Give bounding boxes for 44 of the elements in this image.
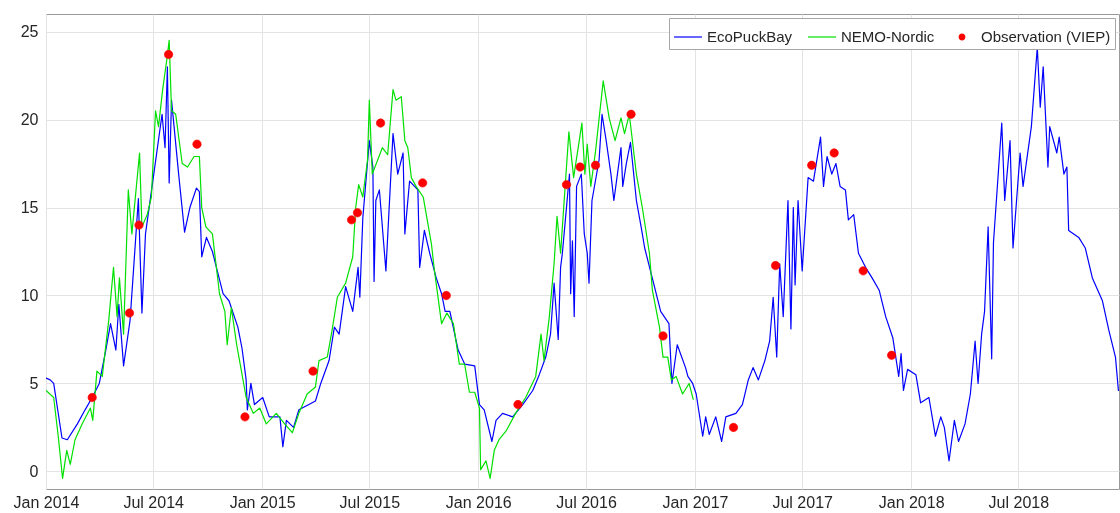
point [308,366,318,376]
x-tick-label: Jul 2014 [123,493,185,511]
x-tick-label: Jul 2017 [772,493,834,511]
legend-label: Observation (VIEP) [981,28,1111,45]
y-tick-label: 5 [29,374,39,392]
point [418,178,428,188]
x-tick-label: Jan 2018 [878,493,945,511]
x-tick-label: Jan 2017 [662,493,729,511]
point [347,215,357,225]
point [887,350,897,360]
y-tick-label: 10 [20,286,39,304]
y-tick-label: 20 [20,111,39,129]
y-tick-label: 15 [20,199,39,217]
point [87,393,97,403]
x-tick-label: Jan 2014 [13,493,80,511]
point [658,331,668,341]
point [240,412,250,422]
point [192,139,202,149]
point [562,180,572,190]
legend-label: NEMO-Nordic [841,28,935,45]
point [134,220,144,230]
x-tick-label: Jul 2018 [988,493,1050,511]
point [729,422,738,432]
point [829,148,839,158]
point [513,400,523,410]
x-tick-label: Jan 2016 [445,493,512,511]
point [352,208,362,218]
point [591,160,601,170]
point [441,290,451,300]
x-tick-label: Jan 2015 [229,493,296,511]
line-series [46,39,694,480]
point [626,109,636,119]
point [771,261,781,271]
point [376,118,386,128]
point [125,308,134,318]
y-tick-label: 25 [20,23,39,41]
legend-label: EcoPuckBay [707,28,793,45]
point [575,162,585,172]
point [858,266,868,276]
x-tick-label: Jul 2015 [339,493,401,511]
y-tick-label: 0 [29,462,39,480]
x-tick-label: Jul 2016 [556,493,617,511]
point [164,49,174,59]
point [807,160,817,170]
